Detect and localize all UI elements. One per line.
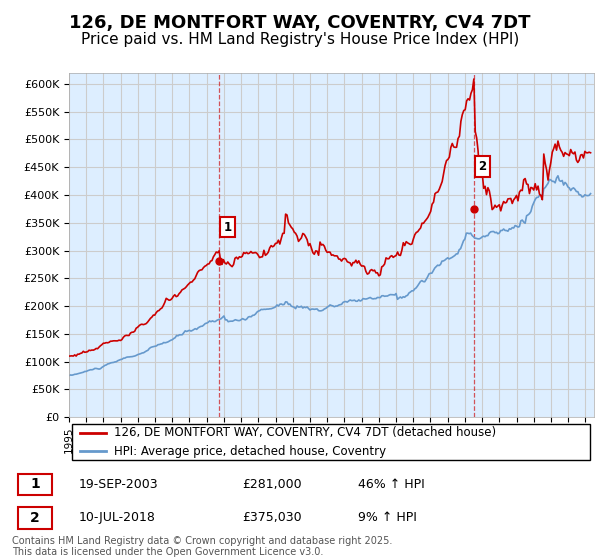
Text: 1: 1 bbox=[30, 478, 40, 492]
Text: 126, DE MONTFORT WAY, COVENTRY, CV4 7DT: 126, DE MONTFORT WAY, COVENTRY, CV4 7DT bbox=[69, 14, 531, 32]
FancyBboxPatch shape bbox=[18, 474, 52, 496]
Text: Price paid vs. HM Land Registry's House Price Index (HPI): Price paid vs. HM Land Registry's House … bbox=[81, 32, 519, 48]
FancyBboxPatch shape bbox=[71, 424, 590, 460]
Text: 126, DE MONTFORT WAY, COVENTRY, CV4 7DT (detached house): 126, DE MONTFORT WAY, COVENTRY, CV4 7DT … bbox=[113, 426, 496, 439]
Text: £375,030: £375,030 bbox=[242, 511, 302, 525]
Text: 1: 1 bbox=[223, 221, 232, 234]
Text: £281,000: £281,000 bbox=[242, 478, 302, 491]
Text: 19-SEP-2003: 19-SEP-2003 bbox=[78, 478, 158, 491]
Text: 10-JUL-2018: 10-JUL-2018 bbox=[78, 511, 155, 525]
Text: Contains HM Land Registry data © Crown copyright and database right 2025.
This d: Contains HM Land Registry data © Crown c… bbox=[12, 535, 392, 557]
Text: HPI: Average price, detached house, Coventry: HPI: Average price, detached house, Cove… bbox=[113, 445, 386, 458]
Text: 9% ↑ HPI: 9% ↑ HPI bbox=[358, 511, 416, 525]
Text: 2: 2 bbox=[478, 160, 486, 173]
FancyBboxPatch shape bbox=[18, 507, 52, 529]
Text: 2: 2 bbox=[30, 511, 40, 525]
Text: 46% ↑ HPI: 46% ↑ HPI bbox=[358, 478, 424, 491]
